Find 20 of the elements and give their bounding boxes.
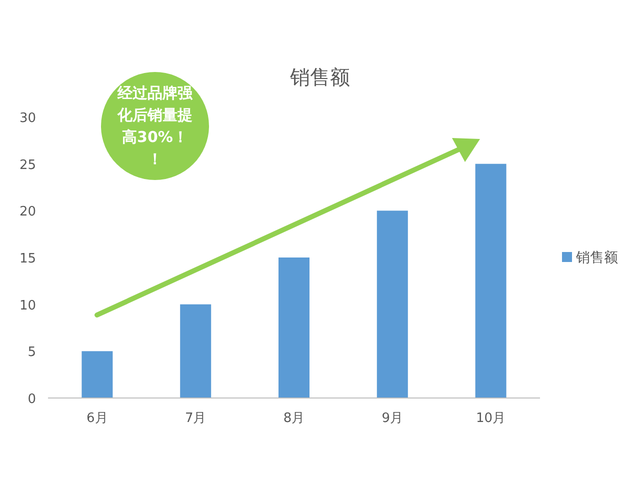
bar — [475, 164, 506, 398]
y-tick-label: 25 — [19, 158, 36, 173]
x-tick-label: 6月 — [86, 411, 108, 426]
y-tick-label: 15 — [19, 252, 36, 266]
x-tick-label: 9月 — [382, 411, 404, 426]
chart-title: 销售额 — [289, 65, 350, 89]
y-tick-label: 0 — [28, 392, 36, 407]
bar — [180, 304, 212, 398]
x-tick-label: 7月 — [184, 411, 206, 426]
legend-label: 销售额 — [575, 250, 618, 266]
bar — [278, 258, 310, 398]
y-tick-label: 10 — [19, 298, 36, 314]
bar — [82, 351, 113, 398]
bar — [376, 210, 408, 398]
y-tick-label: 30 — [19, 111, 36, 126]
x-tick-label: 8月 — [283, 411, 305, 426]
annotation: 经过品牌强化后销量提高30%！！ — [116, 84, 194, 168]
y-tick-label: 20 — [19, 204, 36, 220]
x-tick-label: 10月 — [476, 411, 506, 426]
y-tick-label: 5 — [28, 345, 36, 360]
